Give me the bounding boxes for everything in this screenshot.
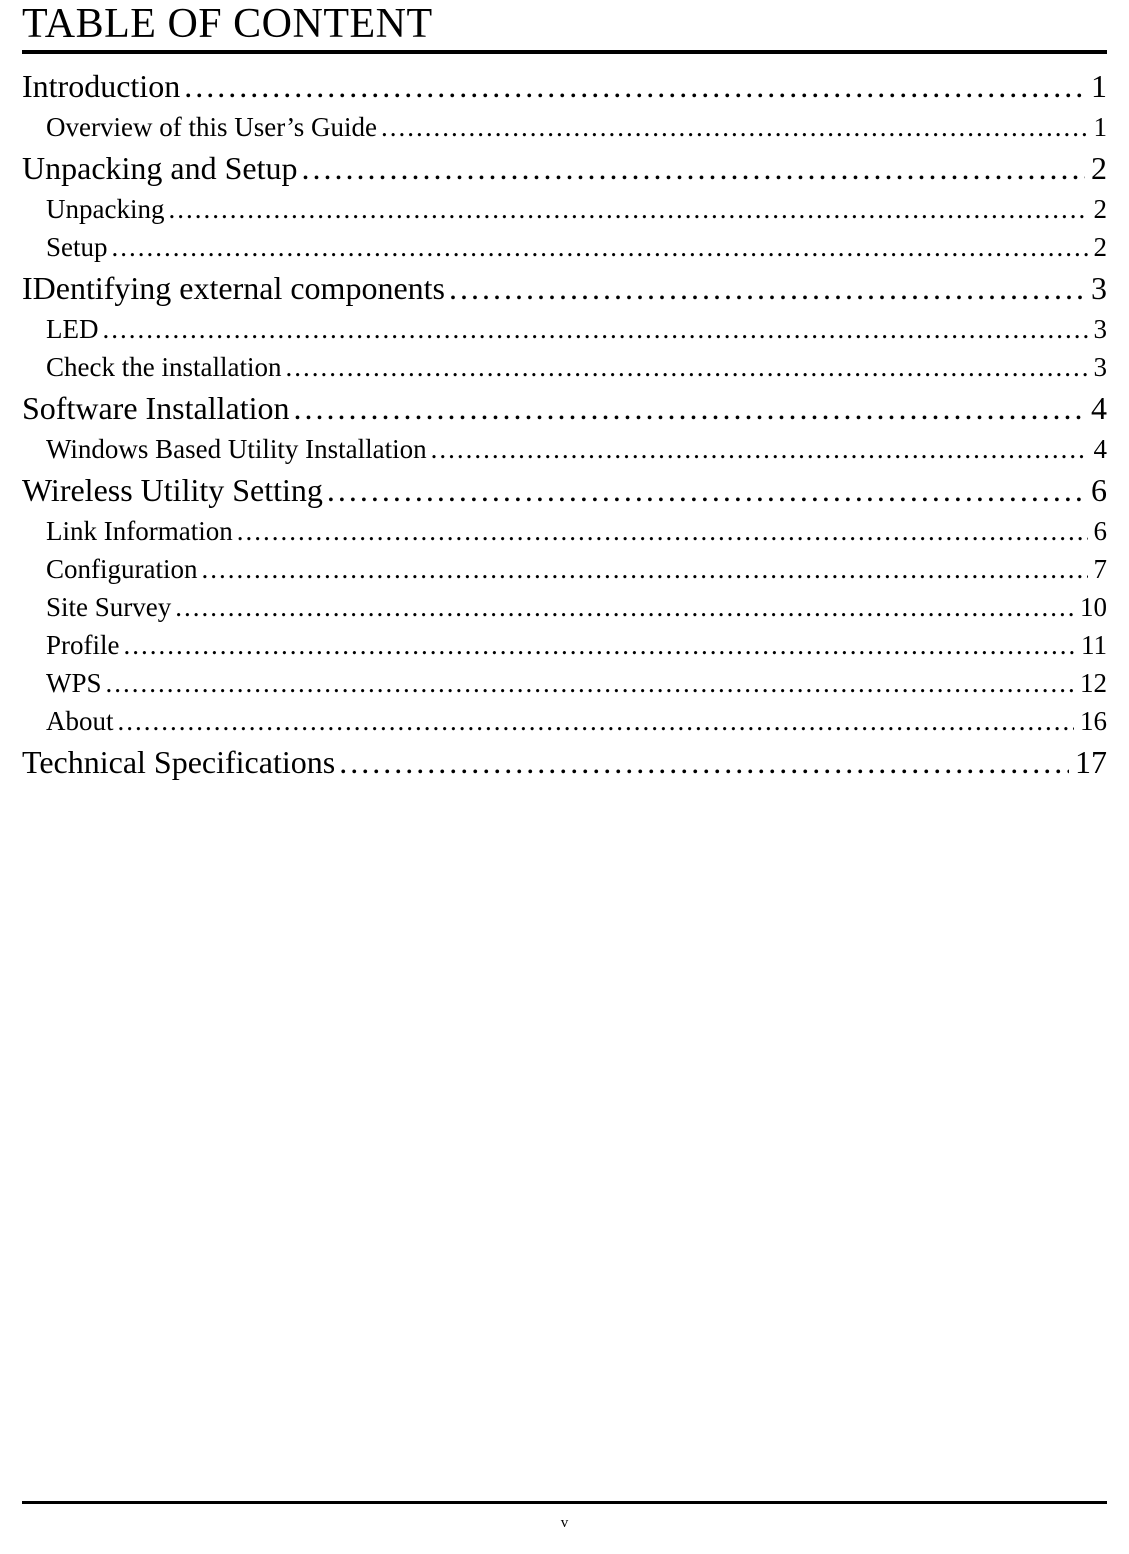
toc-leader-dots: ........................................… [335, 744, 1069, 781]
toc-entry-title: Site Survey [46, 592, 171, 623]
toc-entry-title: Windows Based Utility Installation [46, 434, 427, 465]
page-container: TABLE OF CONTENT Introduction...........… [0, 0, 1129, 781]
toc-leader-dots: ........................................… [98, 314, 1087, 345]
toc-entry-page: 12 [1074, 668, 1107, 699]
toc-entry-title: Configuration [46, 554, 197, 585]
toc-leader-dots: ........................................… [120, 630, 1076, 661]
toc-entry-page: 3 [1088, 314, 1108, 345]
toc-entry-page: 4 [1085, 390, 1107, 427]
toc-leader-dots: ........................................… [281, 352, 1087, 383]
toc-entry-page: 6 [1088, 516, 1108, 547]
toc-entry: About...................................… [22, 706, 1107, 737]
toc-entry: Configuration...........................… [22, 554, 1107, 585]
toc-entry: Introduction............................… [22, 68, 1107, 105]
toc-entry: Software Installation...................… [22, 390, 1107, 427]
toc-entry-page: 17 [1069, 744, 1107, 781]
toc-entry: Unpacking and Setup.....................… [22, 150, 1107, 187]
toc-entry-page: 3 [1088, 352, 1108, 383]
toc-entry-title: Setup [46, 232, 108, 263]
toc-leader-dots: ........................................… [108, 232, 1088, 263]
toc-entry-title: About [46, 706, 114, 737]
toc-entry-title: Profile [46, 630, 120, 661]
toc-leader-dots: ........................................… [197, 554, 1087, 585]
toc-entry-title: Unpacking [46, 194, 164, 225]
toc-entry-page: 2 [1088, 194, 1108, 225]
toc-entry-title: Software Installation [22, 390, 289, 427]
toc-entry: Technical Specifications................… [22, 744, 1107, 781]
toc-entry-title: Overview of this User’s Guide [46, 112, 377, 143]
toc-entry-title: Unpacking and Setup [22, 150, 298, 187]
toc-entry: Windows Based Utility Installation......… [22, 434, 1107, 465]
toc-entry-title: Wireless Utility Setting [22, 472, 323, 509]
toc-entry-title: WPS [46, 668, 102, 699]
toc-leader-dots: ........................................… [298, 150, 1086, 187]
toc-entry-page: 11 [1075, 630, 1107, 661]
toc-entry-page: 1 [1088, 112, 1108, 143]
toc-entry: Overview of this User’s Guide...........… [22, 112, 1107, 143]
toc-entry-title: Introduction [22, 68, 180, 105]
toc-entry: Site Survey.............................… [22, 592, 1107, 623]
toc-leader-dots: ........................................… [180, 68, 1085, 105]
toc-entry-page: 3 [1085, 270, 1107, 307]
toc-entry-title: IDentifying external components [22, 270, 445, 307]
toc-leader-dots: ........................................… [323, 472, 1085, 509]
toc-leader-dots: ........................................… [164, 194, 1087, 225]
toc-entry-page: 6 [1085, 472, 1107, 509]
toc-entry-title: LED [46, 314, 98, 345]
toc-leader-dots: ........................................… [445, 270, 1085, 307]
toc-entry-page: 2 [1085, 150, 1107, 187]
toc-list: Introduction............................… [22, 68, 1107, 781]
toc-leader-dots: ........................................… [289, 390, 1085, 427]
toc-entry-title: Technical Specifications [22, 744, 335, 781]
toc-leader-dots: ........................................… [427, 434, 1088, 465]
toc-entry-page: 2 [1088, 232, 1108, 263]
toc-entry: Check the installation..................… [22, 352, 1107, 383]
toc-leader-dots: ........................................… [114, 706, 1075, 737]
toc-entry: WPS.....................................… [22, 668, 1107, 699]
title-rule [22, 50, 1107, 54]
footer-rule [22, 1501, 1107, 1504]
toc-entry: IDentifying external components.........… [22, 270, 1107, 307]
toc-leader-dots: ........................................… [171, 592, 1074, 623]
page-title: TABLE OF CONTENT [22, 0, 1107, 48]
toc-entry: Link Information........................… [22, 516, 1107, 547]
toc-leader-dots: ........................................… [377, 112, 1088, 143]
toc-entry: Setup...................................… [22, 232, 1107, 263]
toc-entry: Unpacking...............................… [22, 194, 1107, 225]
toc-entry: Profile.................................… [22, 630, 1107, 661]
toc-entry-title: Link Information [46, 516, 233, 547]
toc-entry: Wireless Utility Setting................… [22, 472, 1107, 509]
footer-page-number: v [0, 1515, 1129, 1532]
toc-entry-page: 1 [1085, 68, 1107, 105]
toc-entry-page: 16 [1074, 706, 1107, 737]
toc-entry-page: 4 [1088, 434, 1108, 465]
toc-entry-title: Check the installation [46, 352, 281, 383]
toc-leader-dots: ........................................… [102, 668, 1074, 699]
toc-leader-dots: ........................................… [233, 516, 1088, 547]
toc-entry: LED.....................................… [22, 314, 1107, 345]
toc-entry-page: 10 [1074, 592, 1107, 623]
toc-entry-page: 7 [1088, 554, 1108, 585]
